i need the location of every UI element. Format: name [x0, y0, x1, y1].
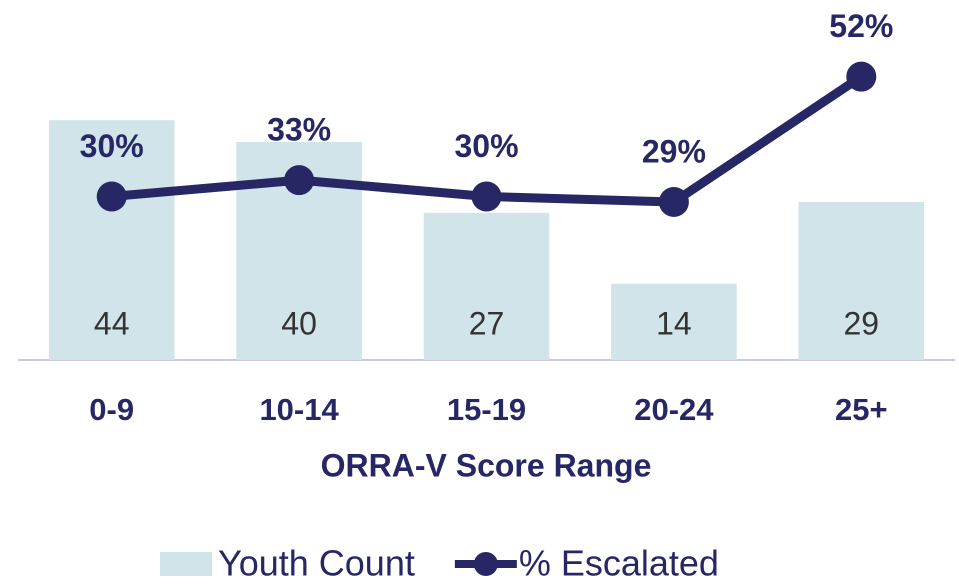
line-marker — [846, 61, 877, 92]
legend-label: % Escalated — [519, 543, 719, 584]
bar-value-label: 29 — [844, 305, 880, 341]
line-value-label: 30% — [454, 128, 518, 164]
x-tick-label: 15-19 — [447, 392, 526, 427]
bar-value-label: 14 — [656, 305, 692, 341]
legend-label: Youth Count — [218, 543, 415, 584]
line-marker — [284, 165, 315, 196]
x-tick-label: 10-14 — [259, 392, 339, 427]
bar-value-label: 27 — [469, 305, 505, 341]
line-marker — [471, 181, 502, 212]
bar — [611, 283, 737, 360]
line-value-label: 30% — [80, 128, 144, 164]
bar — [798, 201, 925, 360]
legend-swatch — [160, 552, 212, 576]
line-value-label: 52% — [829, 8, 893, 44]
line-marker — [96, 181, 127, 212]
line-value-label: 29% — [642, 133, 706, 169]
x-tick-label: 0-9 — [89, 392, 134, 427]
bar — [48, 120, 175, 360]
x-tick-label: 20-24 — [634, 392, 714, 427]
bar-value-label: 44 — [94, 305, 130, 341]
bar — [423, 212, 550, 360]
line-value-label: 33% — [267, 112, 331, 148]
bar-value-label: 40 — [281, 305, 317, 341]
x-tick-label: 25+ — [835, 392, 888, 427]
x-axis-title: ORRA-V Score Range — [321, 447, 652, 483]
line-marker — [658, 186, 689, 217]
legend-swatch-marker — [473, 552, 498, 576]
